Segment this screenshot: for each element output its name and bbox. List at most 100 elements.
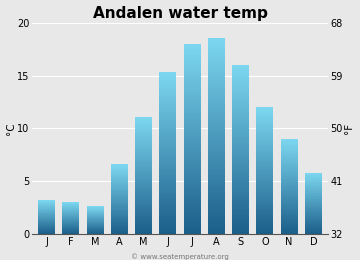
Bar [135, 139, 152, 140]
Bar [184, 61, 201, 63]
Bar [281, 161, 298, 163]
Bar [87, 218, 104, 219]
Bar [135, 186, 152, 187]
Bar [87, 230, 104, 231]
Bar [159, 126, 176, 128]
Bar [256, 125, 273, 126]
Bar [159, 149, 176, 151]
Bar [111, 200, 128, 201]
Bar [184, 220, 201, 222]
Bar [208, 72, 225, 75]
Bar [305, 210, 322, 211]
Bar [305, 197, 322, 198]
Bar [184, 151, 201, 153]
Bar [62, 229, 79, 230]
Bar [208, 106, 225, 109]
Bar [184, 224, 201, 227]
Bar [135, 172, 152, 174]
Bar [305, 222, 322, 223]
Bar [135, 211, 152, 212]
Bar [38, 225, 55, 226]
Bar [281, 190, 298, 191]
Bar [184, 137, 201, 139]
Bar [256, 188, 273, 190]
Bar [159, 84, 176, 86]
Bar [62, 224, 79, 225]
Bar [232, 190, 249, 192]
Bar [208, 192, 225, 195]
Bar [135, 202, 152, 203]
Bar [135, 212, 152, 213]
Bar [256, 122, 273, 123]
Bar [232, 177, 249, 179]
Bar [62, 223, 79, 224]
Bar [232, 152, 249, 154]
Bar [281, 172, 298, 173]
Bar [184, 165, 201, 167]
Bar [184, 191, 201, 193]
Bar [208, 121, 225, 124]
Bar [111, 195, 128, 196]
Bar [159, 136, 176, 139]
Bar [281, 141, 298, 142]
Bar [62, 207, 79, 208]
Bar [208, 231, 225, 234]
Bar [208, 99, 225, 102]
Bar [184, 108, 201, 110]
Bar [232, 204, 249, 206]
Bar [184, 68, 201, 70]
Bar [135, 137, 152, 139]
Bar [208, 92, 225, 94]
Bar [232, 69, 249, 72]
Bar [305, 228, 322, 229]
Bar [159, 165, 176, 167]
Bar [135, 162, 152, 164]
Bar [232, 97, 249, 99]
Bar [305, 215, 322, 216]
Bar [256, 114, 273, 115]
Bar [281, 169, 298, 170]
Bar [232, 166, 249, 168]
Bar [62, 208, 79, 209]
Bar [135, 124, 152, 126]
Bar [208, 40, 225, 43]
Bar [62, 202, 79, 203]
Bar [62, 219, 79, 220]
Bar [305, 190, 322, 191]
Bar [184, 163, 201, 165]
Bar [135, 121, 152, 123]
Bar [184, 158, 201, 160]
Bar [135, 149, 152, 151]
Bar [87, 214, 104, 215]
Bar [256, 193, 273, 194]
Bar [135, 178, 152, 180]
Bar [281, 199, 298, 201]
Bar [281, 216, 298, 217]
Y-axis label: °F: °F [345, 123, 355, 134]
Bar [38, 227, 55, 228]
Bar [256, 180, 273, 182]
Bar [184, 160, 201, 163]
Bar [135, 161, 152, 162]
Bar [135, 145, 152, 146]
Bar [159, 78, 176, 80]
Bar [232, 101, 249, 103]
Bar [135, 136, 152, 137]
Bar [208, 94, 225, 97]
Bar [159, 131, 176, 132]
Bar [184, 94, 201, 96]
Bar [281, 176, 298, 177]
Bar [38, 200, 55, 201]
Bar [256, 161, 273, 163]
Bar [305, 173, 322, 174]
Bar [184, 51, 201, 54]
Bar [159, 134, 176, 137]
Bar [208, 151, 225, 153]
Bar [184, 196, 201, 198]
Bar [111, 177, 128, 178]
Bar [281, 164, 298, 165]
Bar [159, 74, 176, 76]
Bar [159, 147, 176, 149]
Bar [111, 223, 128, 224]
Bar [208, 119, 225, 121]
